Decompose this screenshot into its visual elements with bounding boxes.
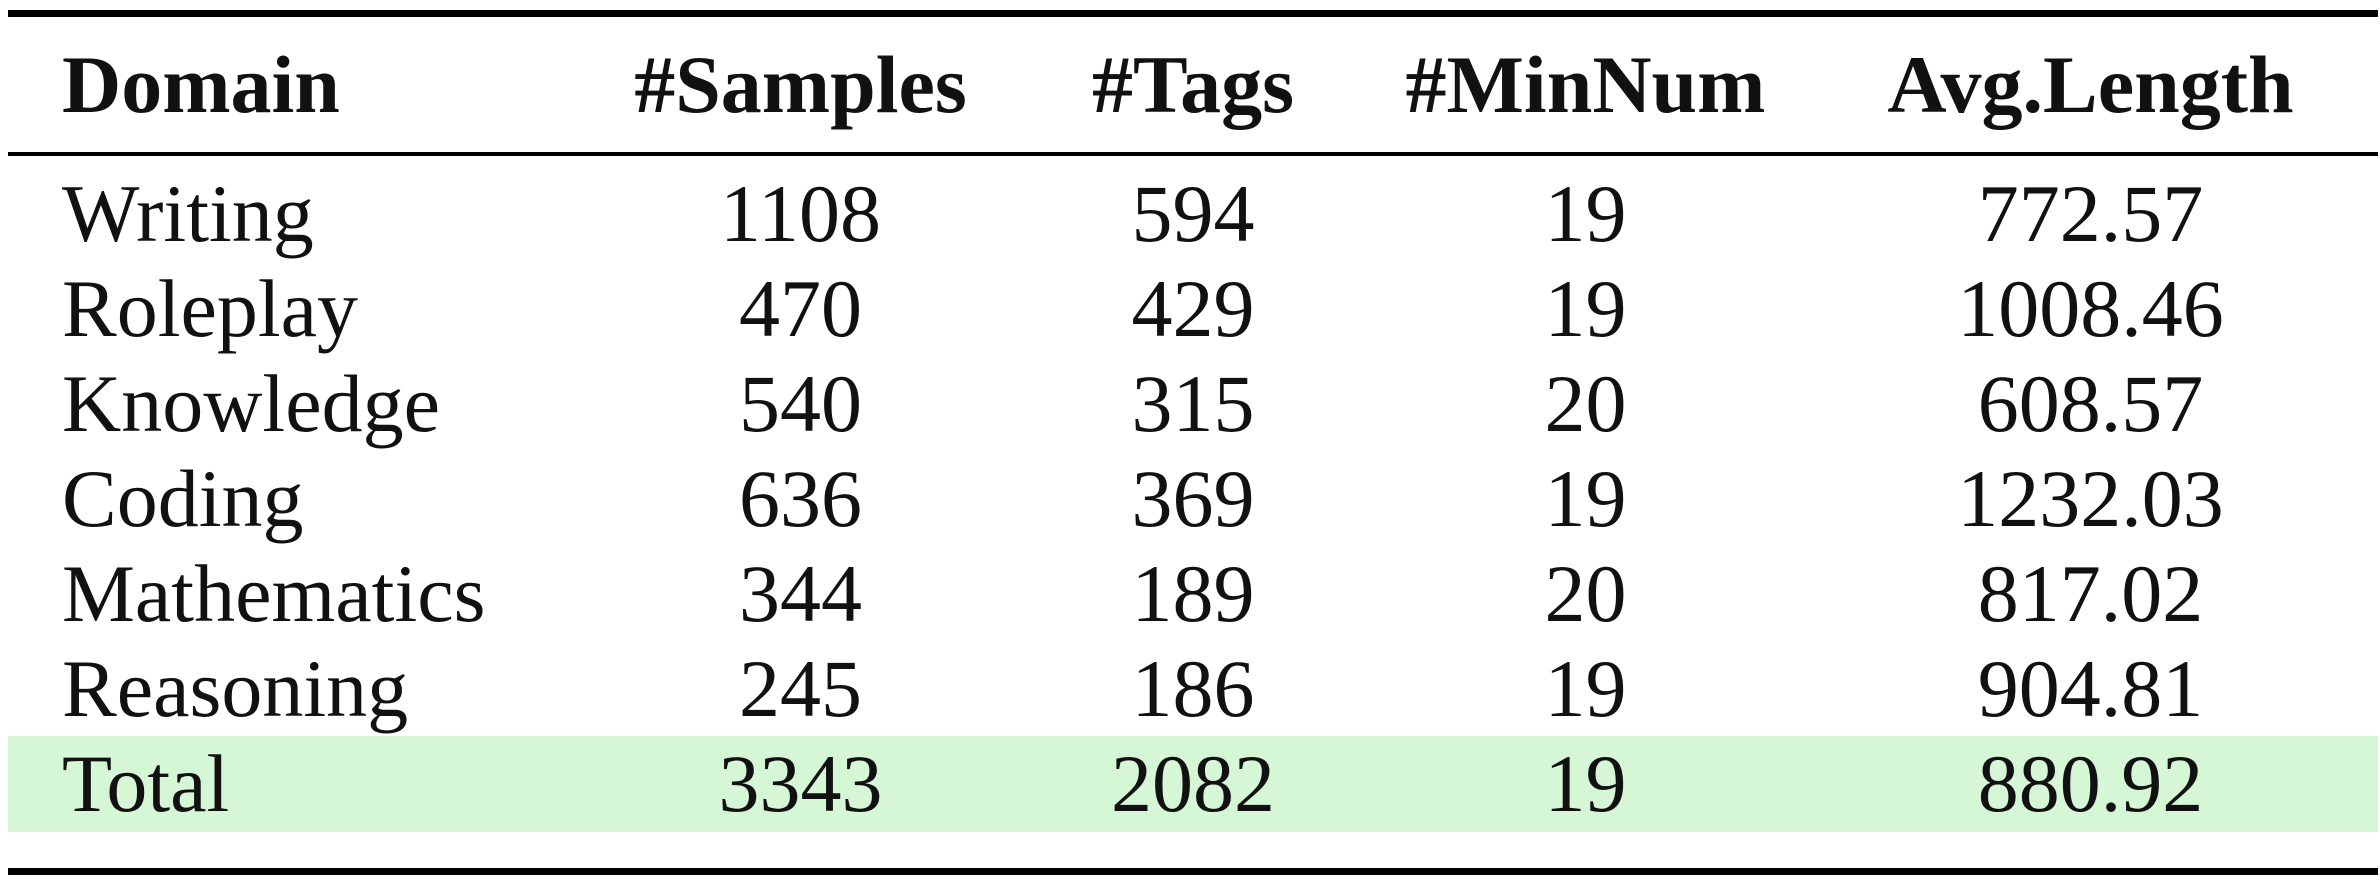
header-rule	[8, 152, 2378, 156]
total-avg-length: 880.92	[1803, 736, 2378, 832]
header-tags: #Tags	[1091, 38, 1295, 130]
total-label: Total	[8, 736, 583, 832]
cell-minnum: 19	[1544, 452, 1627, 544]
cell-avg-length: 817.02	[1977, 547, 2204, 639]
cell-avg-length: 772.57	[1977, 167, 2204, 259]
cell-minnum: 20	[1544, 357, 1627, 449]
cell-tags: 429	[1131, 262, 1255, 354]
table-row: Mathematics 344 189 20 817.02	[8, 546, 2378, 641]
cell-samples: 470	[739, 262, 862, 354]
cell-minnum: 19	[1544, 262, 1627, 354]
cell-domain: Mathematics	[62, 547, 486, 639]
cell-avg-length: 904.81	[1977, 642, 2204, 734]
header-minnum: #MinNum	[1405, 38, 1766, 130]
cell-tags: 189	[1131, 547, 1255, 639]
total-tags: 2082	[1018, 736, 1368, 832]
total-samples: 3343	[583, 736, 1018, 832]
table-row: Coding 636 369 19 1232.03	[8, 451, 2378, 546]
cell-avg-length: 1232.03	[1957, 452, 2224, 544]
table-row: Knowledge 540 315 20 608.57	[8, 356, 2378, 451]
cell-avg-length: 608.57	[1977, 357, 2204, 449]
cell-domain: Roleplay	[62, 262, 359, 354]
statistics-table: Domain #Samples #Tags #MinNum Avg.Length…	[8, 17, 2378, 832]
table-row: Writing 1108 594 19 772.57	[8, 166, 2378, 261]
cell-minnum: 19	[1544, 642, 1627, 734]
cell-minnum: 20	[1544, 547, 1627, 639]
cell-domain: Coding	[62, 452, 304, 544]
cell-samples: 1108	[720, 167, 881, 259]
header-domain: Domain	[62, 38, 340, 130]
cell-tags: 594	[1131, 167, 1255, 259]
cell-tags: 315	[1131, 357, 1255, 449]
table-row: Reasoning 245 186 19 904.81	[8, 641, 2378, 736]
table-row: Roleplay 470 429 19 1008.46	[8, 261, 2378, 356]
cell-tags: 369	[1131, 452, 1255, 544]
cell-domain: Knowledge	[62, 357, 441, 449]
cell-minnum: 19	[1544, 167, 1627, 259]
cell-domain: Writing	[62, 167, 314, 259]
bottom-rule	[8, 868, 2378, 875]
header-avg-length: Avg.Length	[1887, 38, 2294, 130]
cell-samples: 245	[739, 642, 862, 734]
cell-samples: 344	[739, 547, 862, 639]
cell-tags: 186	[1131, 642, 1255, 734]
cell-samples: 636	[739, 452, 862, 544]
cell-avg-length: 1008.46	[1957, 262, 2224, 354]
total-minnum: 19	[1368, 736, 1803, 832]
cell-samples: 540	[739, 357, 862, 449]
total-row: Total 3343 2082 19 880.92	[8, 736, 2378, 832]
header-samples: #Samples	[634, 38, 967, 130]
cell-domain: Reasoning	[62, 642, 409, 734]
top-rule	[8, 10, 2378, 17]
header-row: Domain #Samples #Tags #MinNum Avg.Length	[8, 17, 2378, 152]
